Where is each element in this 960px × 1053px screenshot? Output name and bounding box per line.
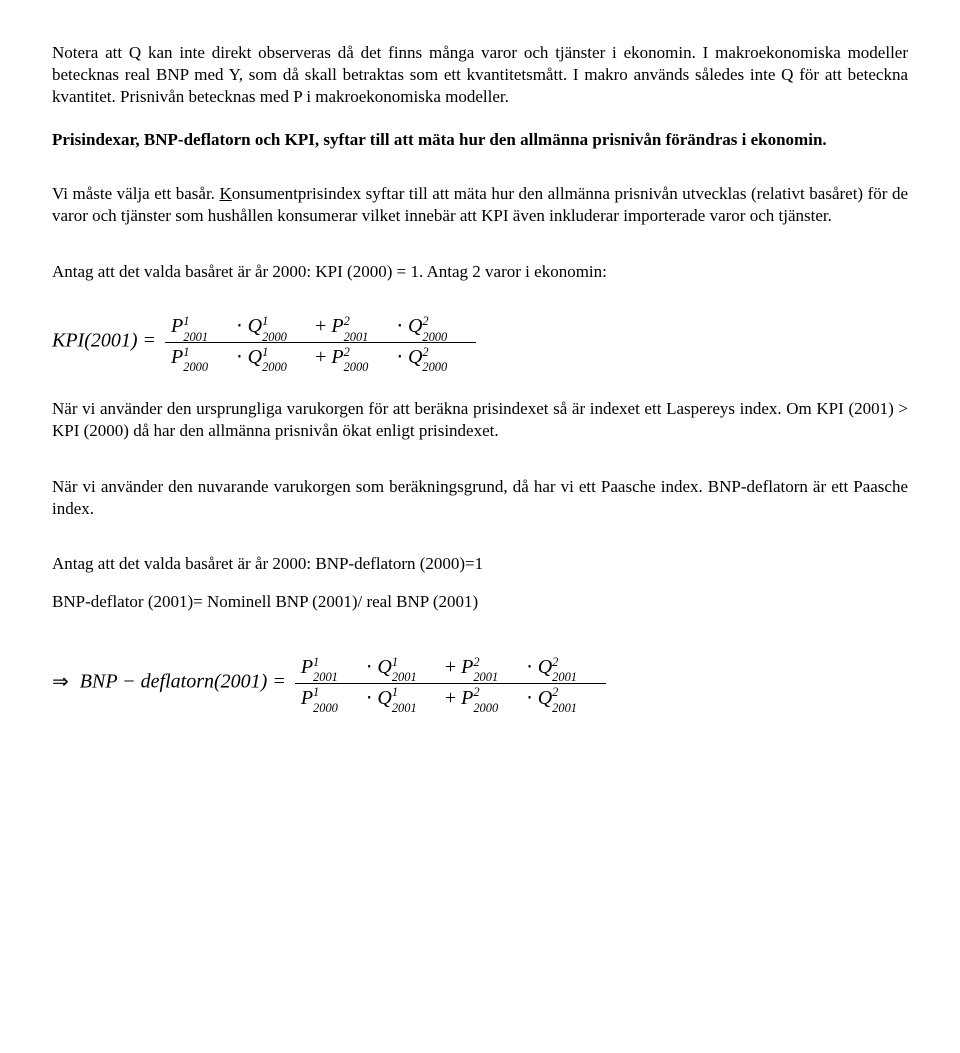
paragraph-2-heading: Prisindexar, BNP-deflatorn och KPI, syft… xyxy=(52,129,908,151)
paragraph-4: Antag att det valda basåret är år 2000: … xyxy=(52,261,908,283)
implication-arrow-icon: ⇒ xyxy=(52,671,69,693)
p3-part-a: Vi måste välja ett basår. xyxy=(52,184,219,203)
paragraph-3: Vi måste välja ett basår. Konsumentprisi… xyxy=(52,183,908,227)
paragraph-5: När vi använder den ursprungliga varukor… xyxy=(52,398,908,442)
paragraph-8: BNP-deflator (2001)= Nominell BNP (2001)… xyxy=(52,591,908,613)
formula-kpi-fraction: P12001 ⋅ Q12000 + P22001 ⋅ Q22000 P12000… xyxy=(165,314,476,370)
p3-part-b: K xyxy=(219,184,231,203)
formula-bnp-lhs: BNP − deflatorn(2001) = xyxy=(80,671,286,693)
formula-bnp-fraction: P12001 ⋅ Q12001 + P22001 ⋅ Q22001 P12000… xyxy=(295,655,606,711)
paragraph-6: När vi använder den nuvarande varukorgen… xyxy=(52,476,908,520)
formula-kpi-numerator: P12001 ⋅ Q12000 + P22001 ⋅ Q22000 xyxy=(165,314,476,342)
formula-kpi-denominator: P12000 ⋅ Q12000 + P22000 ⋅ Q22000 xyxy=(165,342,476,371)
formula-bnp: ⇒ BNP − deflatorn(2001) = P12001 ⋅ Q1200… xyxy=(52,655,908,711)
paragraph-7: Antag att det valda basåret är år 2000: … xyxy=(52,553,908,575)
formula-kpi: KPI(2001) = P12001 ⋅ Q12000 + P22001 ⋅ Q… xyxy=(52,314,908,370)
formula-bnp-numerator: P12001 ⋅ Q12001 + P22001 ⋅ Q22001 xyxy=(295,655,606,683)
formula-bnp-denominator: P12000 ⋅ Q12001 + P22000 ⋅ Q22001 xyxy=(295,683,606,712)
paragraph-1: Notera att Q kan inte direkt observeras … xyxy=(52,42,908,107)
formula-kpi-lhs: KPI(2001) = xyxy=(52,330,156,352)
